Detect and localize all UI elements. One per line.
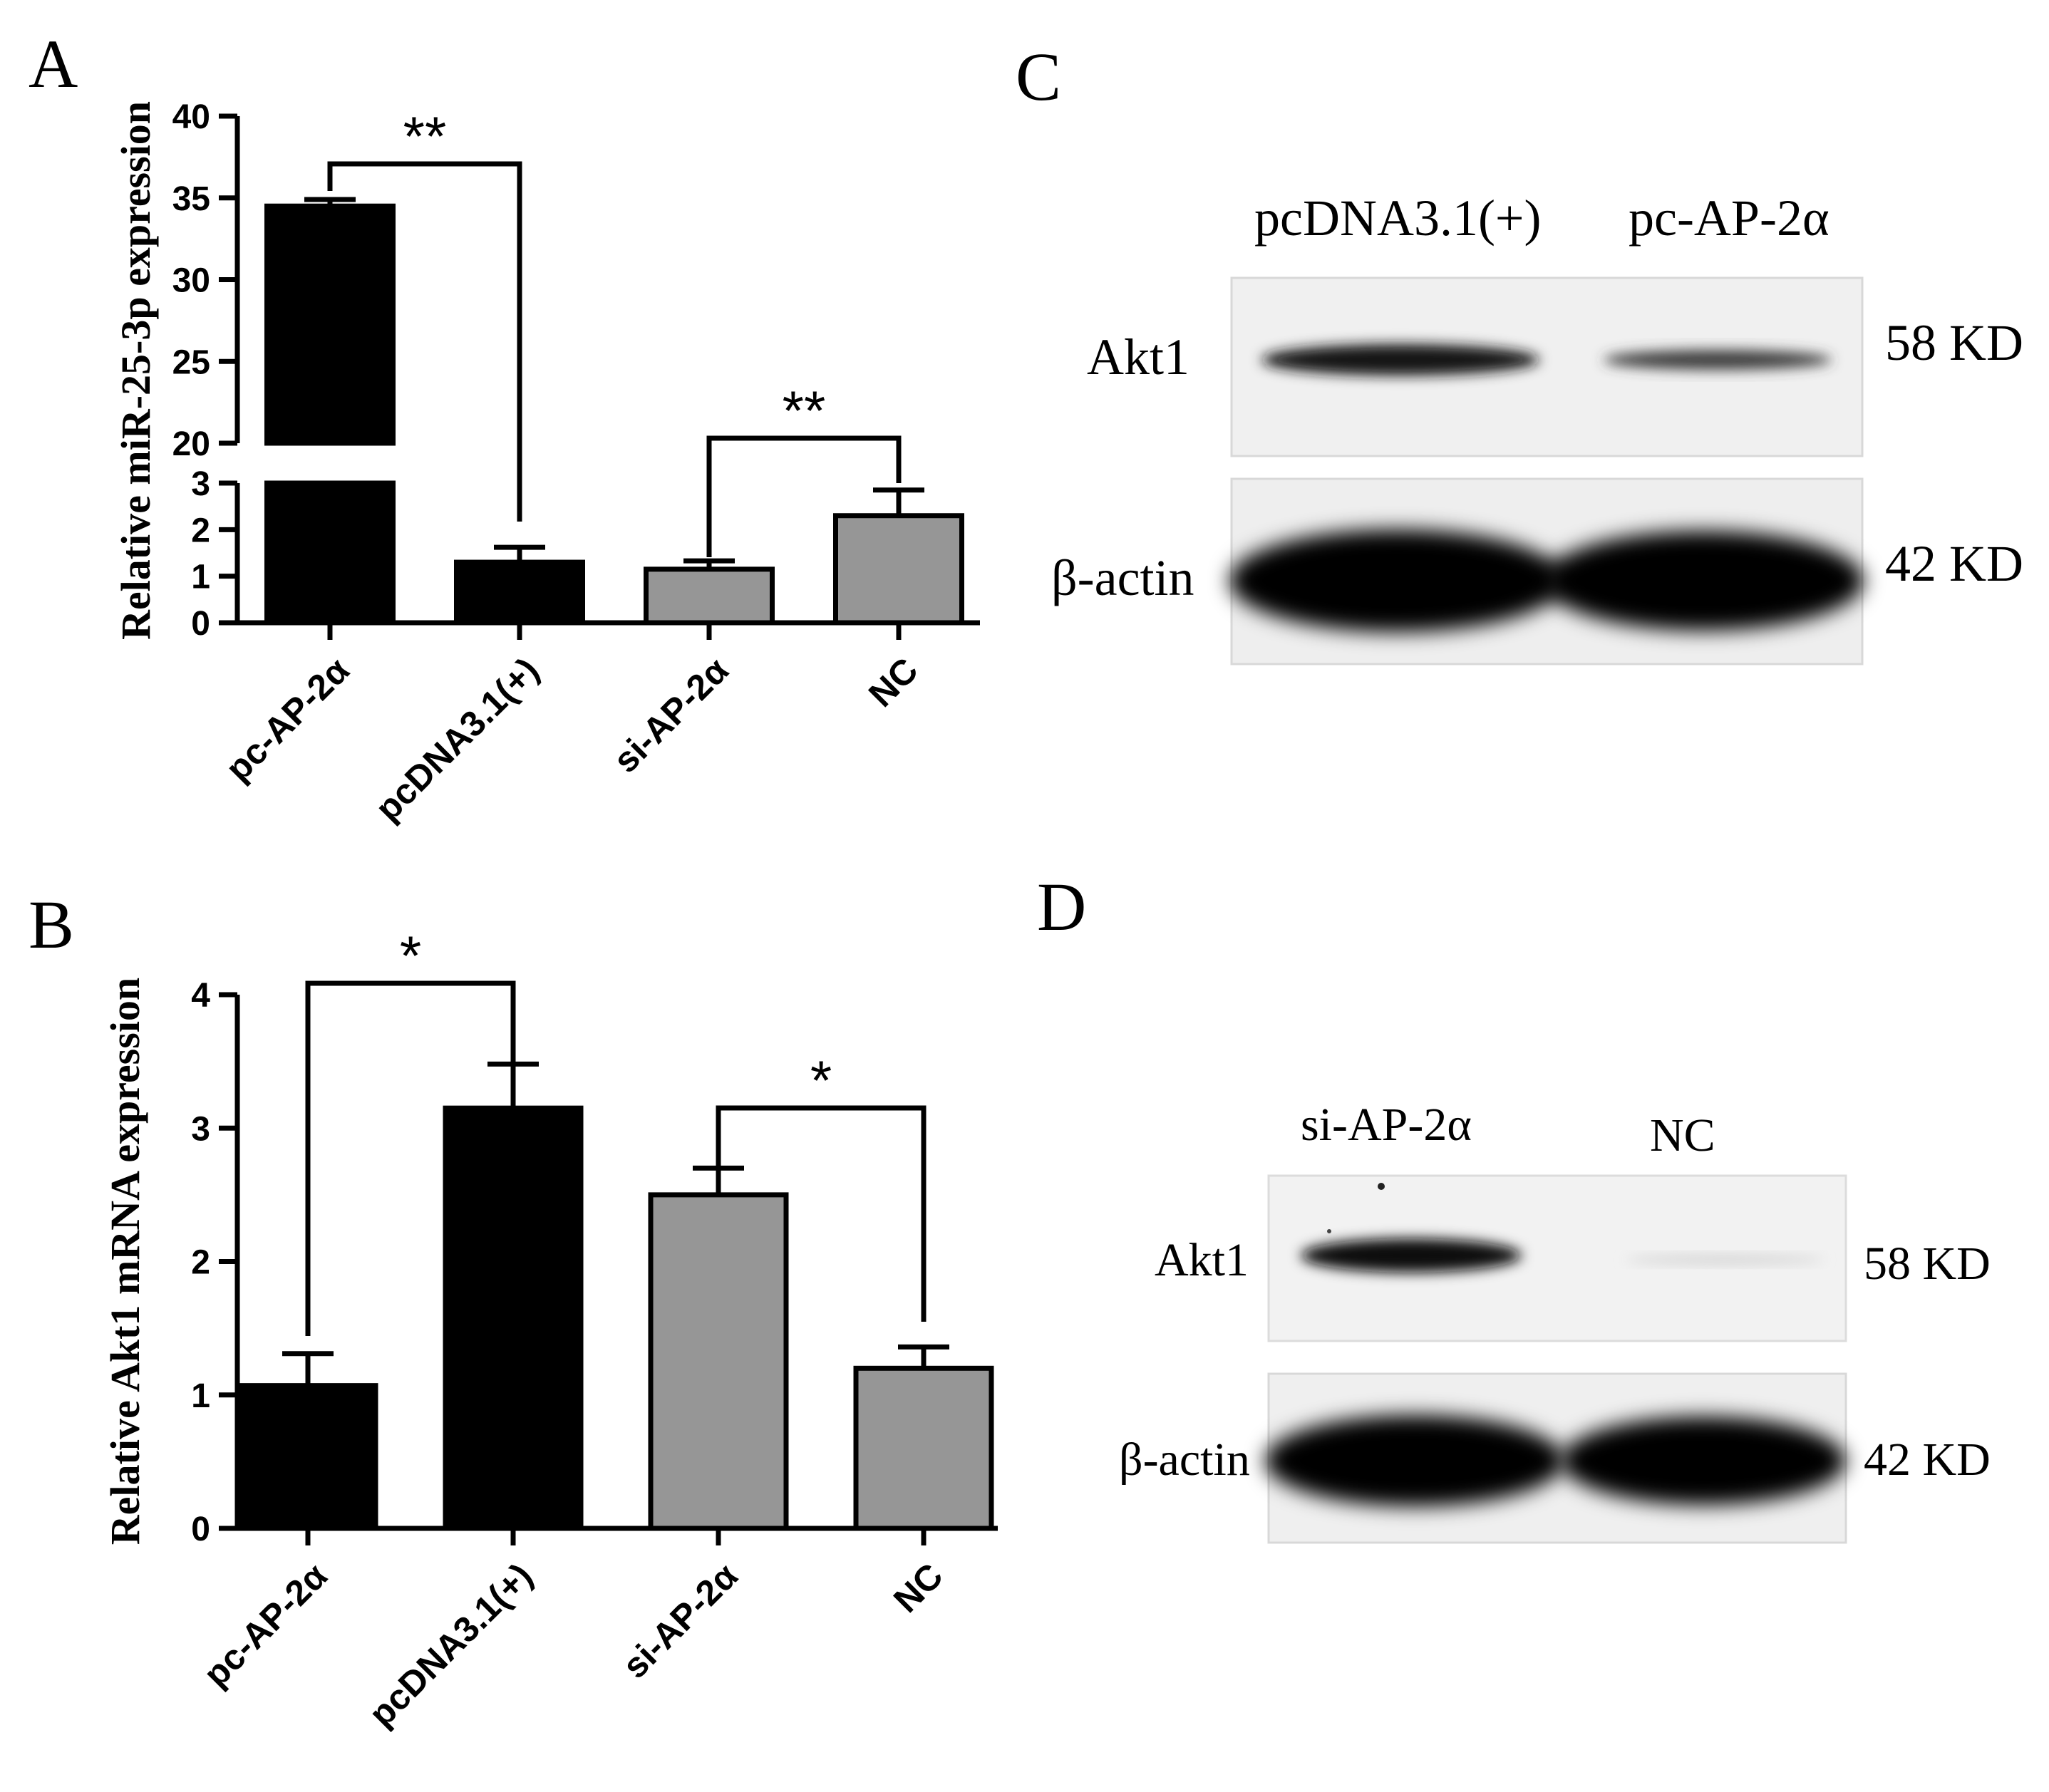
y-tick-label: 1 bbox=[191, 1377, 210, 1415]
panel-a-bars bbox=[264, 203, 964, 626]
panel-a-letter: A bbox=[29, 26, 78, 102]
panel-c-actin-band-lane-1 bbox=[1229, 529, 1564, 632]
significance-label: ** bbox=[783, 379, 826, 442]
y-tick-label: 40 bbox=[172, 98, 210, 136]
y-tick-label: 2 bbox=[191, 1244, 210, 1282]
panel-d-speck bbox=[1327, 1229, 1331, 1233]
panel-c-lane-2-label: pc-AP-2α bbox=[1629, 190, 1829, 247]
panel-c: C pcDNA3.1(+) pc-AP-2α Akt1 58 KD β-acti… bbox=[1016, 38, 2023, 665]
x-tick-label: pc-AP-2α bbox=[196, 1555, 335, 1694]
y-tick-label: 35 bbox=[172, 180, 210, 218]
y-tick-label: 30 bbox=[172, 262, 210, 300]
panel-b-x-tick-labels: pc-AP-2α pcDNA3.1(+) si-AP-2α NC bbox=[196, 1555, 951, 1734]
bar bbox=[648, 1192, 789, 1531]
panel-c-actin-band-lane-2 bbox=[1543, 531, 1864, 631]
panel-a-y-axis-label: Relative miR-25-3p expression bbox=[113, 101, 159, 640]
significance-label: ** bbox=[403, 105, 447, 167]
panel-c-akt1-label: Akt1 bbox=[1087, 328, 1189, 385]
panel-d-lane-2-label: NC bbox=[1650, 1109, 1715, 1161]
significance-bracket bbox=[305, 980, 516, 1336]
panel-d-actin-size: 42 KD bbox=[1864, 1434, 1991, 1486]
bar bbox=[264, 480, 396, 626]
panel-a-x-tick-labels: pc-AP-2α pcDNA3.1(+) si-AP-2α NC bbox=[218, 650, 926, 829]
panel-c-akt1-band-lane-2 bbox=[1604, 350, 1832, 370]
y-tick-label: 0 bbox=[191, 605, 210, 643]
y-tick-label: 3 bbox=[191, 1110, 210, 1148]
panel-d-actin-band-lane-2 bbox=[1561, 1416, 1846, 1505]
panel-d-actin-band-lane-1 bbox=[1265, 1415, 1564, 1506]
panel-d: D si-AP-2α NC Akt1 58 KD β-actin 42 KD bbox=[1037, 869, 1991, 1544]
bar bbox=[264, 203, 396, 446]
panel-c-akt1-size: 58 KD bbox=[1885, 314, 2023, 371]
bar bbox=[833, 513, 964, 626]
bar bbox=[443, 1105, 584, 1531]
x-tick-label: pcDNA3.1(+) bbox=[368, 650, 547, 829]
panel-a-significance: ** ** bbox=[327, 105, 902, 557]
significance-bracket bbox=[716, 1105, 927, 1322]
bar bbox=[237, 1383, 378, 1531]
significance-bracket bbox=[327, 161, 522, 522]
panel-d-akt1-band-lane-2 bbox=[1625, 1255, 1825, 1264]
panel-d-letter: D bbox=[1037, 869, 1086, 945]
y-tick-label: 3 bbox=[191, 465, 210, 503]
panel-d-akt1-label: Akt1 bbox=[1155, 1234, 1249, 1286]
panel-c-actin-label: β-actin bbox=[1051, 549, 1194, 606]
y-tick-label: 20 bbox=[172, 425, 210, 463]
panel-a-error-bars bbox=[304, 197, 924, 569]
panel-d-akt1-band-lane-1 bbox=[1301, 1238, 1522, 1273]
x-tick-label: pc-AP-2α bbox=[218, 650, 357, 789]
bar bbox=[853, 1365, 994, 1531]
panel-d-akt1-size: 58 KD bbox=[1864, 1238, 1991, 1290]
panel-b-significance: ** bbox=[305, 924, 927, 1336]
significance-label: * bbox=[810, 1049, 832, 1112]
x-tick-label: NC bbox=[886, 1555, 951, 1620]
panel-b-y-axis-label: Relative Akt1 mRNA expression bbox=[102, 978, 148, 1545]
x-tick-label: si-AP-2α bbox=[606, 650, 736, 780]
panel-d-actin-label: β-actin bbox=[1119, 1434, 1250, 1486]
y-tick-label: 0 bbox=[191, 1511, 210, 1548]
y-tick-label: 25 bbox=[172, 343, 210, 381]
panel-b-bars bbox=[237, 1105, 994, 1531]
significance-bracket bbox=[706, 435, 902, 557]
significance-label: * bbox=[400, 924, 421, 987]
panel-a: A Relative miR-25-3p expression 20253035… bbox=[29, 26, 980, 829]
y-tick-label: 1 bbox=[191, 559, 210, 596]
panel-b-error-bars bbox=[282, 1061, 949, 1386]
bar bbox=[454, 559, 585, 626]
panel-c-lane-1-label: pcDNA3.1(+) bbox=[1254, 190, 1542, 247]
panel-c-actin-size: 42 KD bbox=[1885, 535, 2023, 592]
y-tick-label: 2 bbox=[191, 512, 210, 549]
panel-c-akt1-band-lane-1 bbox=[1261, 344, 1539, 376]
panel-c-letter: C bbox=[1016, 38, 1061, 115]
panel-b-letter: B bbox=[29, 886, 74, 963]
panel-d-speck bbox=[1378, 1183, 1385, 1190]
y-tick-label: 4 bbox=[191, 977, 210, 1015]
x-tick-label: NC bbox=[861, 650, 926, 715]
bar bbox=[644, 566, 775, 626]
x-tick-label: pcDNA3.1(+) bbox=[361, 1555, 540, 1734]
panel-d-lane-1-label: si-AP-2α bbox=[1301, 1099, 1472, 1151]
x-tick-label: si-AP-2α bbox=[615, 1555, 745, 1686]
